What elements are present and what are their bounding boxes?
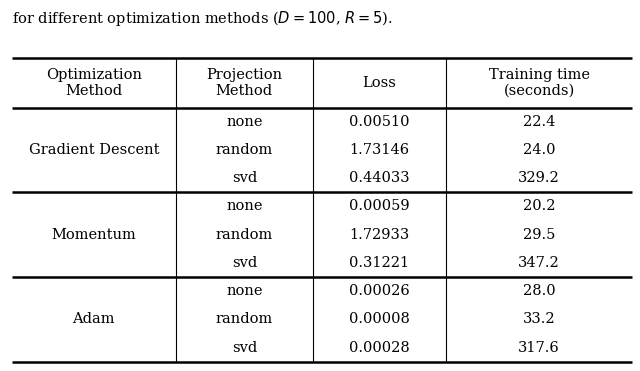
- Text: 0.00028: 0.00028: [349, 341, 410, 355]
- Text: 317.6: 317.6: [518, 341, 560, 355]
- Text: Momentum: Momentum: [51, 228, 136, 242]
- Text: 33.2: 33.2: [523, 312, 556, 326]
- Text: svd: svd: [232, 256, 257, 270]
- Text: 22.4: 22.4: [523, 115, 556, 129]
- Text: 28.0: 28.0: [523, 284, 556, 298]
- Text: svd: svd: [232, 171, 257, 185]
- Text: for different optimization methods ($D = 100$, $R = 5$).: for different optimization methods ($D =…: [12, 9, 392, 28]
- Text: none: none: [226, 115, 262, 129]
- Text: 0.00510: 0.00510: [349, 115, 410, 129]
- Text: random: random: [216, 312, 273, 326]
- Text: 1.72933: 1.72933: [349, 228, 410, 242]
- Text: Gradient Descent: Gradient Descent: [29, 143, 159, 157]
- Text: Loss: Loss: [362, 76, 396, 90]
- Text: 1.73146: 1.73146: [349, 143, 410, 157]
- Text: 329.2: 329.2: [518, 171, 560, 185]
- Text: svd: svd: [232, 341, 257, 355]
- Text: random: random: [216, 228, 273, 242]
- Text: Training time
(seconds): Training time (seconds): [489, 68, 589, 98]
- Text: 0.31221: 0.31221: [349, 256, 410, 270]
- Text: random: random: [216, 143, 273, 157]
- Text: Projection
Method: Projection Method: [206, 68, 282, 98]
- Text: 20.2: 20.2: [523, 200, 556, 213]
- Text: 0.44033: 0.44033: [349, 171, 410, 185]
- Text: 0.00008: 0.00008: [349, 312, 410, 326]
- Text: none: none: [226, 200, 262, 213]
- Text: none: none: [226, 284, 262, 298]
- Text: 0.00026: 0.00026: [349, 284, 410, 298]
- Text: 29.5: 29.5: [523, 228, 556, 242]
- Text: 24.0: 24.0: [523, 143, 556, 157]
- Text: Optimization
Method: Optimization Method: [46, 68, 142, 98]
- Text: Adam: Adam: [72, 312, 115, 326]
- Text: 347.2: 347.2: [518, 256, 560, 270]
- Text: 0.00059: 0.00059: [349, 200, 410, 213]
